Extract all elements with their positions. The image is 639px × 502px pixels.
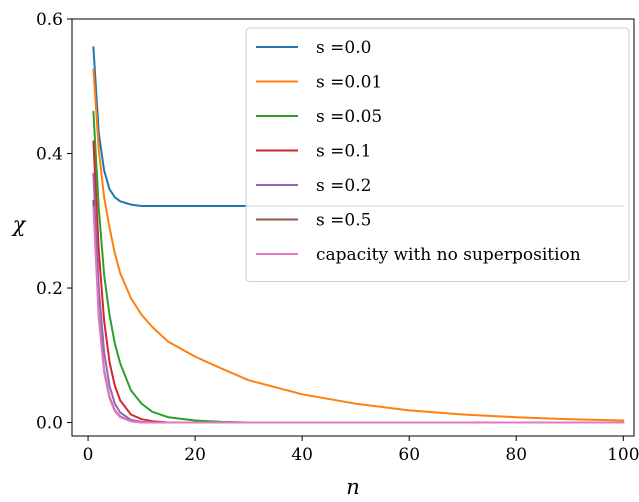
series-line-6	[92, 206, 625, 424]
y-tick-label-2: 0.4	[36, 145, 63, 165]
y-axis-label: χ	[11, 213, 27, 237]
y-tick-label-1: 0.2	[36, 279, 63, 299]
y-tick-label-3: 0.6	[36, 10, 63, 30]
plot-frame	[71, 18, 635, 437]
legend-label-1: s =0.01	[316, 73, 382, 93]
legend-label-0: s =0.0	[316, 38, 371, 58]
x-tick-label-0: 0	[83, 445, 94, 465]
x-tick-label-2: 40	[291, 445, 313, 465]
series-line-1	[92, 68, 625, 422]
legend-label-5: s =0.5	[316, 211, 371, 231]
legend-label-4: s =0.2	[316, 176, 371, 196]
legend: s =0.0 s =0.01 s =0.05 s =0.1 s =0.2 s =0.5 ca…	[245, 27, 630, 282]
series-layer	[92, 46, 625, 424]
x-tick-label-4: 80	[505, 445, 527, 465]
x-tick-label-5: 100	[607, 445, 639, 465]
x-tick-label-1: 20	[184, 445, 206, 465]
y-tick-label-0: 0.0	[36, 414, 63, 434]
x-tick-label-3: 60	[398, 445, 420, 465]
legend-label-2: s =0.05	[316, 107, 382, 127]
x-axis-label: n	[346, 475, 360, 499]
legend-label-6: capacity with no superposition	[316, 245, 581, 265]
legend-label-3: s =0.1	[316, 142, 371, 162]
axes-layer: 0 20 40 60 80 100 0.0 0.2 0.4 0.6	[36, 10, 639, 465]
legend-box	[245, 27, 630, 282]
